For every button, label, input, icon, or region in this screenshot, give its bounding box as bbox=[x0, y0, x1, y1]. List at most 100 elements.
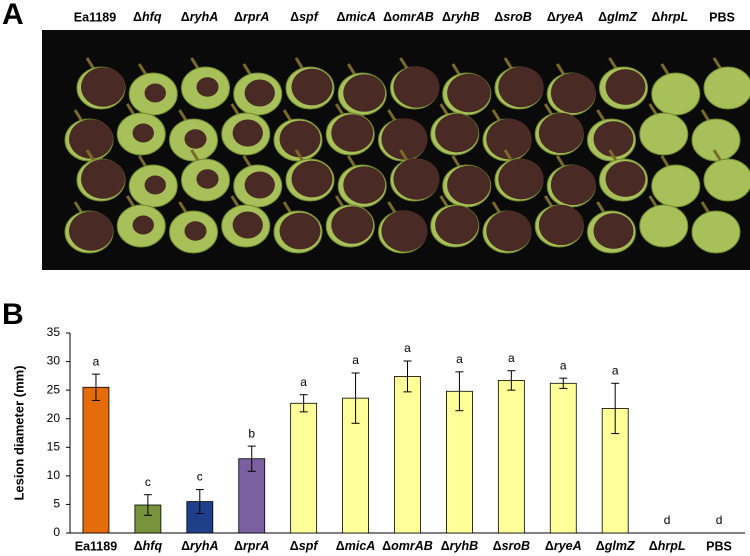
x-tick-label: ΔryhB bbox=[441, 539, 478, 553]
lesion bbox=[538, 112, 584, 154]
pear-photo bbox=[64, 57, 750, 254]
panel-label: B bbox=[2, 298, 24, 331]
lesion bbox=[331, 114, 374, 152]
pear bbox=[639, 112, 689, 156]
y-tick-label: 5 bbox=[53, 497, 60, 511]
x-tick-label: ΔrprA bbox=[234, 539, 269, 553]
photo-label: Δspf bbox=[290, 10, 320, 24]
lesion bbox=[381, 118, 428, 160]
lesion bbox=[68, 119, 114, 159]
pear bbox=[651, 72, 701, 116]
lesion bbox=[291, 68, 333, 106]
photo-label: ΔryhA bbox=[181, 10, 218, 24]
lesion bbox=[196, 169, 219, 189]
x-tick-label: Ea1189 bbox=[75, 539, 117, 553]
lesion bbox=[593, 213, 634, 249]
bar bbox=[497, 380, 525, 534]
lesion bbox=[144, 83, 166, 103]
lesion bbox=[498, 158, 544, 200]
significance-label: a bbox=[300, 375, 307, 389]
x-tick-label: ΔryeA bbox=[545, 539, 582, 553]
photo-label: PBS bbox=[709, 10, 735, 24]
significance-label: d bbox=[664, 513, 671, 527]
y-tick-label: 30 bbox=[47, 354, 61, 368]
bar bbox=[290, 402, 318, 534]
lesion bbox=[291, 160, 333, 198]
pear bbox=[691, 210, 741, 254]
lesion bbox=[486, 210, 532, 252]
significance-label: a bbox=[456, 352, 463, 366]
y-tick-label: 0 bbox=[53, 525, 60, 539]
photo-label: ΔomrAB bbox=[383, 10, 434, 24]
pear bbox=[651, 164, 701, 208]
lesion bbox=[184, 221, 207, 241]
lesion bbox=[550, 72, 596, 114]
panel-label: A bbox=[2, 0, 24, 31]
photo-label: Δhfq bbox=[133, 10, 162, 24]
lesion bbox=[447, 73, 491, 113]
lesion bbox=[279, 120, 321, 158]
lesion bbox=[279, 212, 321, 250]
lesion bbox=[486, 118, 532, 160]
lesion bbox=[381, 210, 428, 252]
lesion bbox=[498, 66, 544, 108]
bar bbox=[549, 382, 577, 534]
lesion bbox=[196, 77, 219, 97]
lesion bbox=[80, 67, 126, 107]
photo-label: ΔryeA bbox=[547, 10, 584, 24]
pear bbox=[639, 204, 689, 248]
lesion bbox=[68, 211, 114, 251]
lesion bbox=[132, 215, 154, 235]
significance-label: a bbox=[508, 351, 515, 365]
bar bbox=[394, 376, 421, 534]
y-axis-title: Lesion diameter (mm) bbox=[11, 365, 26, 500]
pear bbox=[703, 158, 750, 202]
lesion bbox=[593, 121, 634, 157]
lesion bbox=[144, 175, 166, 195]
lesion bbox=[80, 159, 126, 199]
significance-label: b bbox=[248, 426, 255, 440]
y-tick-label: 15 bbox=[47, 439, 61, 453]
x-tick-label: ΔhrpL bbox=[649, 539, 686, 553]
lesion bbox=[232, 211, 263, 239]
pear bbox=[703, 66, 750, 110]
lesion bbox=[435, 113, 479, 153]
bar bbox=[82, 386, 110, 534]
bar bbox=[446, 390, 473, 534]
x-tick-label: ΔglmZ bbox=[596, 539, 636, 553]
lesion bbox=[232, 119, 263, 147]
pear bbox=[691, 118, 741, 162]
lesion bbox=[343, 166, 386, 204]
lesion bbox=[538, 204, 584, 246]
significance-label: c bbox=[145, 475, 151, 489]
photo-label: ΔsroB bbox=[494, 10, 531, 24]
lesion bbox=[550, 164, 596, 206]
x-tick-label: Δspf bbox=[290, 539, 320, 553]
lesion bbox=[605, 161, 646, 197]
lesion bbox=[244, 171, 275, 199]
lesion bbox=[331, 206, 374, 244]
photo-label: ΔrprA bbox=[234, 10, 269, 24]
significance-label: d bbox=[716, 513, 723, 527]
x-tick-label: ΔsroB bbox=[493, 539, 530, 553]
photo-label: ΔglmZ bbox=[598, 10, 638, 24]
x-tick-label: ΔryhA bbox=[181, 539, 218, 553]
lesion bbox=[184, 129, 207, 149]
y-tick-label: 20 bbox=[47, 411, 61, 425]
x-tick-label: Δhfq bbox=[134, 539, 163, 553]
lesion bbox=[343, 74, 386, 112]
lesion bbox=[435, 205, 479, 245]
significance-label: a bbox=[612, 363, 619, 377]
lesion bbox=[447, 165, 491, 205]
lesion bbox=[605, 69, 646, 105]
y-tick-label: 10 bbox=[47, 468, 61, 482]
x-tick-label: PBS bbox=[706, 539, 732, 553]
y-tick-label: 25 bbox=[47, 382, 61, 396]
bar bbox=[186, 501, 214, 534]
significance-label: a bbox=[352, 353, 359, 367]
lesion bbox=[244, 79, 275, 107]
lesion bbox=[132, 123, 154, 143]
lesion bbox=[393, 66, 440, 108]
photo-label: ΔhrpL bbox=[651, 10, 688, 24]
